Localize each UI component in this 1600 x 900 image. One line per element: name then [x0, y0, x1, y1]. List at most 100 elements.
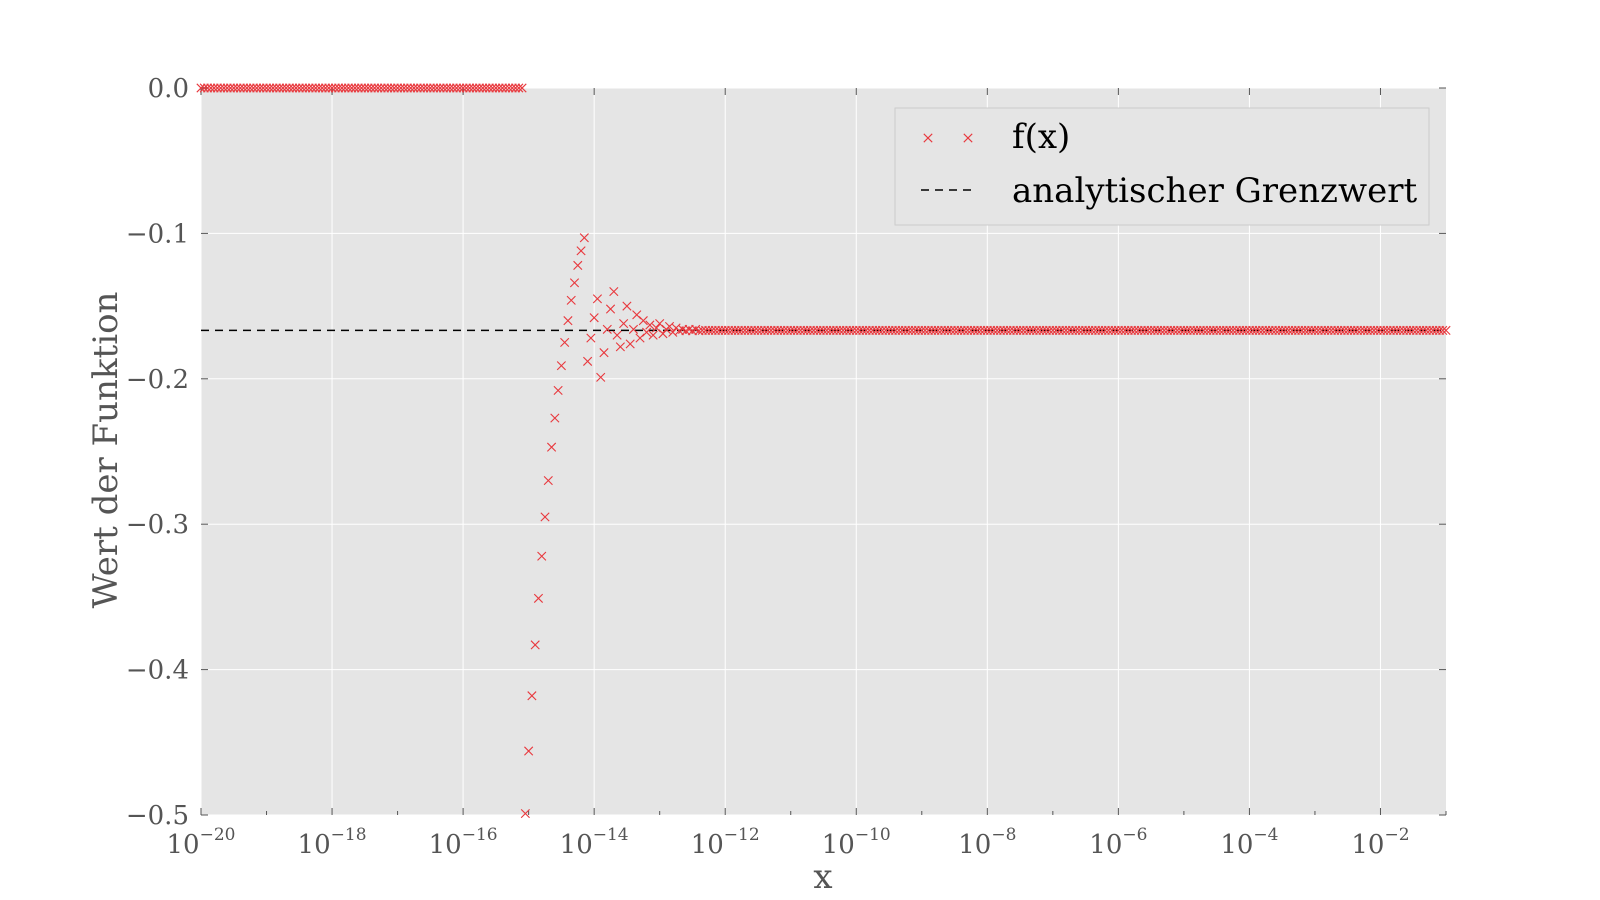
data-point-marker: [271, 83, 281, 93]
data-point-marker: [1172, 325, 1182, 335]
data-point-marker: [799, 325, 809, 335]
data-point-marker: [822, 325, 832, 335]
data-point-marker: [1028, 325, 1038, 335]
data-point-marker: [972, 325, 983, 335]
data-point-marker: [769, 325, 779, 335]
data-point-marker: [1189, 325, 1199, 335]
data-point-marker: [897, 325, 907, 335]
data-point-marker: [301, 83, 311, 93]
data-point-marker: [1313, 325, 1323, 335]
data-point-marker: [1054, 325, 1064, 335]
data-point-marker: [1349, 325, 1359, 335]
data-point-marker: [566, 295, 576, 305]
data-point-marker: [877, 325, 888, 335]
x-tick-label: 10−4: [1220, 825, 1278, 860]
data-point-marker: [753, 325, 763, 335]
data-point-marker: [1261, 325, 1271, 335]
data-point-marker: [1388, 325, 1399, 335]
data-point-marker: [737, 325, 747, 335]
data-point-marker: [350, 83, 360, 93]
data-point-marker: [913, 325, 924, 335]
data-point-marker: [792, 325, 802, 335]
data-point-marker: [1369, 325, 1379, 335]
data-point-marker: [714, 325, 724, 335]
data-point-marker: [1343, 325, 1353, 335]
data-point-marker: [1212, 325, 1222, 335]
data-point-marker: [383, 83, 393, 93]
data-point-marker: [199, 83, 209, 93]
data-point-marker: [297, 83, 308, 93]
data-point-marker: [314, 83, 324, 93]
data-point-marker: [1225, 325, 1235, 335]
data-point-marker: [353, 83, 363, 93]
data-point-marker: [592, 294, 603, 304]
data-point-marker: [786, 325, 796, 335]
data-point-marker: [1221, 325, 1232, 335]
data-point-marker: [989, 325, 999, 335]
data-point-marker: [370, 83, 380, 93]
data-point-marker: [1031, 325, 1042, 335]
data-point-marker: [805, 325, 815, 335]
data-point-marker: [481, 83, 491, 93]
data-point-marker: [1441, 325, 1451, 335]
data-point-marker: [782, 325, 793, 335]
data-point-marker: [1310, 325, 1320, 335]
data-point-marker: [917, 325, 927, 335]
data-point-marker: [396, 83, 406, 93]
legend-label-fx: f(x): [1012, 117, 1070, 157]
data-point-marker: [815, 325, 825, 335]
data-point-marker: [1025, 325, 1035, 335]
data-point-marker: [1359, 325, 1369, 335]
data-point-marker: [1385, 325, 1395, 335]
data-point-marker: [779, 325, 789, 335]
data-point-marker: [1284, 325, 1294, 335]
x-tick-label: 10−14: [560, 825, 629, 860]
data-point-marker: [399, 83, 409, 93]
data-point-marker: [1048, 325, 1058, 335]
data-point-marker: [1415, 325, 1425, 335]
data-point-marker: [628, 324, 639, 334]
data-point-marker: [429, 83, 439, 93]
x-tick-label: 10−6: [1089, 825, 1147, 860]
data-point-marker: [828, 325, 838, 335]
data-point-marker: [402, 83, 412, 93]
data-point-marker: [1235, 325, 1245, 335]
data-point-marker: [1071, 325, 1081, 335]
data-point-marker: [1320, 325, 1330, 335]
data-point-marker: [727, 325, 737, 335]
data-point-marker: [687, 326, 698, 336]
data-point-marker: [373, 83, 383, 93]
data-point-marker: [953, 325, 963, 335]
x-tick-label: 10−8: [958, 825, 1016, 860]
data-point-marker: [1139, 325, 1150, 335]
data-point-marker: [881, 325, 891, 335]
data-point-marker: [1044, 325, 1055, 335]
data-point-marker: [605, 304, 616, 314]
data-point-marker: [422, 83, 432, 93]
data-point-marker: [1264, 325, 1274, 335]
y-tick-label: −0.5: [126, 801, 189, 831]
data-point-marker: [1257, 325, 1268, 335]
data-point-marker: [638, 316, 648, 326]
data-point-marker: [471, 83, 481, 93]
legend-box: [894, 107, 1430, 226]
data-point-marker: [1136, 325, 1146, 335]
data-point-marker: [848, 325, 858, 335]
data-point-marker: [468, 83, 478, 93]
data-point-marker: [648, 330, 658, 340]
data-point-marker: [1198, 325, 1209, 335]
data-point-marker: [599, 348, 609, 358]
data-point-marker: [451, 83, 462, 93]
data-point-marker: [425, 83, 435, 93]
data-point-marker: [1005, 325, 1015, 335]
data-point-marker: [1280, 325, 1291, 335]
data-point-marker: [1149, 325, 1159, 335]
data-point-marker: [933, 325, 943, 335]
data-point-marker: [789, 325, 799, 335]
data-point-marker: [1248, 325, 1258, 335]
data-point-marker: [1372, 325, 1382, 335]
data-point-marker: [1346, 325, 1356, 335]
data-point-marker: [1097, 325, 1107, 335]
data-point-marker: [478, 83, 488, 93]
